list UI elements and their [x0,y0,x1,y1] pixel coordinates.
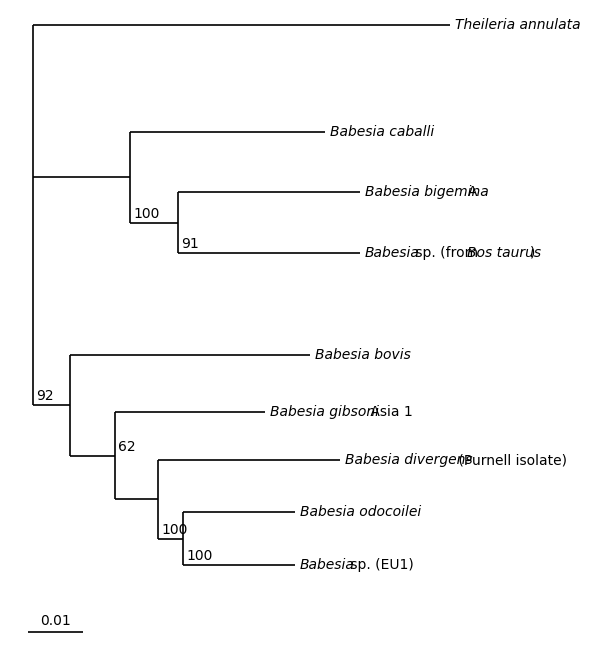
Text: 100: 100 [186,549,212,563]
Text: 0.01: 0.01 [40,614,71,628]
Text: Babesia: Babesia [365,246,420,260]
Text: sp. (from: sp. (from [411,246,482,260]
Text: Bos taurus: Bos taurus [467,246,541,260]
Text: 100: 100 [133,207,160,220]
Text: Babesia bigemina: Babesia bigemina [365,185,493,199]
Text: Babesia: Babesia [300,558,355,572]
Text: sp. (EU1): sp. (EU1) [346,558,414,572]
Text: Babesia odocoilei: Babesia odocoilei [300,505,421,519]
Text: A: A [468,185,478,199]
Text: 92: 92 [36,389,53,403]
Text: Babesia caballi: Babesia caballi [330,125,434,139]
Text: Theileria annulata: Theileria annulata [455,18,581,32]
Text: 62: 62 [118,440,136,453]
Text: 100: 100 [161,523,187,537]
Text: Babesia bovis: Babesia bovis [315,348,411,362]
Text: Babesia divergens: Babesia divergens [345,453,473,467]
Text: Asia 1: Asia 1 [366,405,413,419]
Text: Babesia gibsoni: Babesia gibsoni [270,405,379,419]
Text: ): ) [530,246,535,260]
Text: 91: 91 [181,237,199,251]
Text: (Purnell isolate): (Purnell isolate) [454,453,567,467]
